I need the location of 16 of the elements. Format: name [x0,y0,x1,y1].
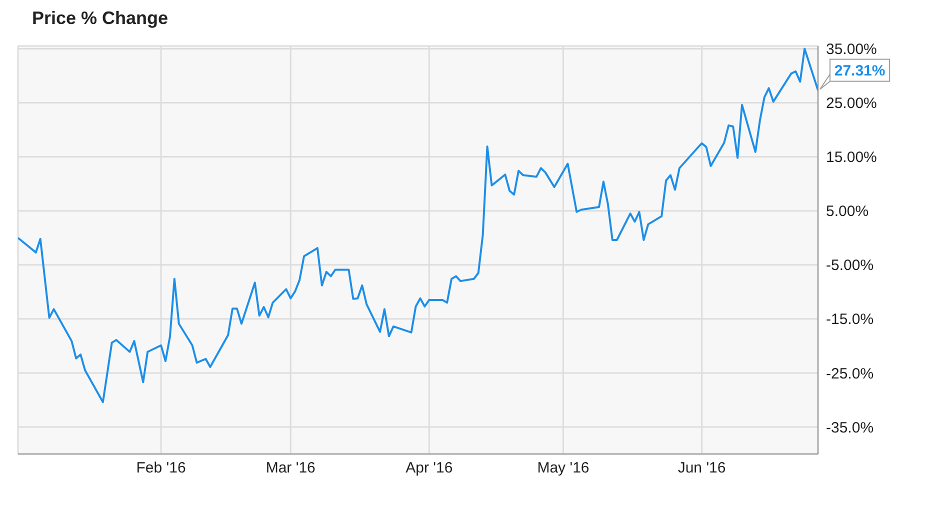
y-tick-label: -35.0% [826,419,874,436]
x-tick-label: Apr '16 [406,460,453,477]
y-tick-label: -25.0% [826,365,874,382]
x-tick-label: Jun '16 [678,460,726,477]
y-tick-label: 15.00% [826,149,877,166]
y-tick-label: 35.00% [826,41,877,58]
x-tick-label: May '16 [537,460,590,477]
y-tick-label: 5.00% [826,203,869,220]
x-tick-label: Feb '16 [136,460,186,477]
chart-title: Price % Change [31,8,170,30]
y-tick-label: 25.00% [826,95,877,112]
x-tick-label: Mar '16 [266,460,316,477]
y-tick-label: -15.0% [826,311,874,328]
data-label: 27.31% [834,62,886,80]
label-callout: 27.31% [820,58,890,90]
y-tick-label: -5.00% [826,257,874,274]
